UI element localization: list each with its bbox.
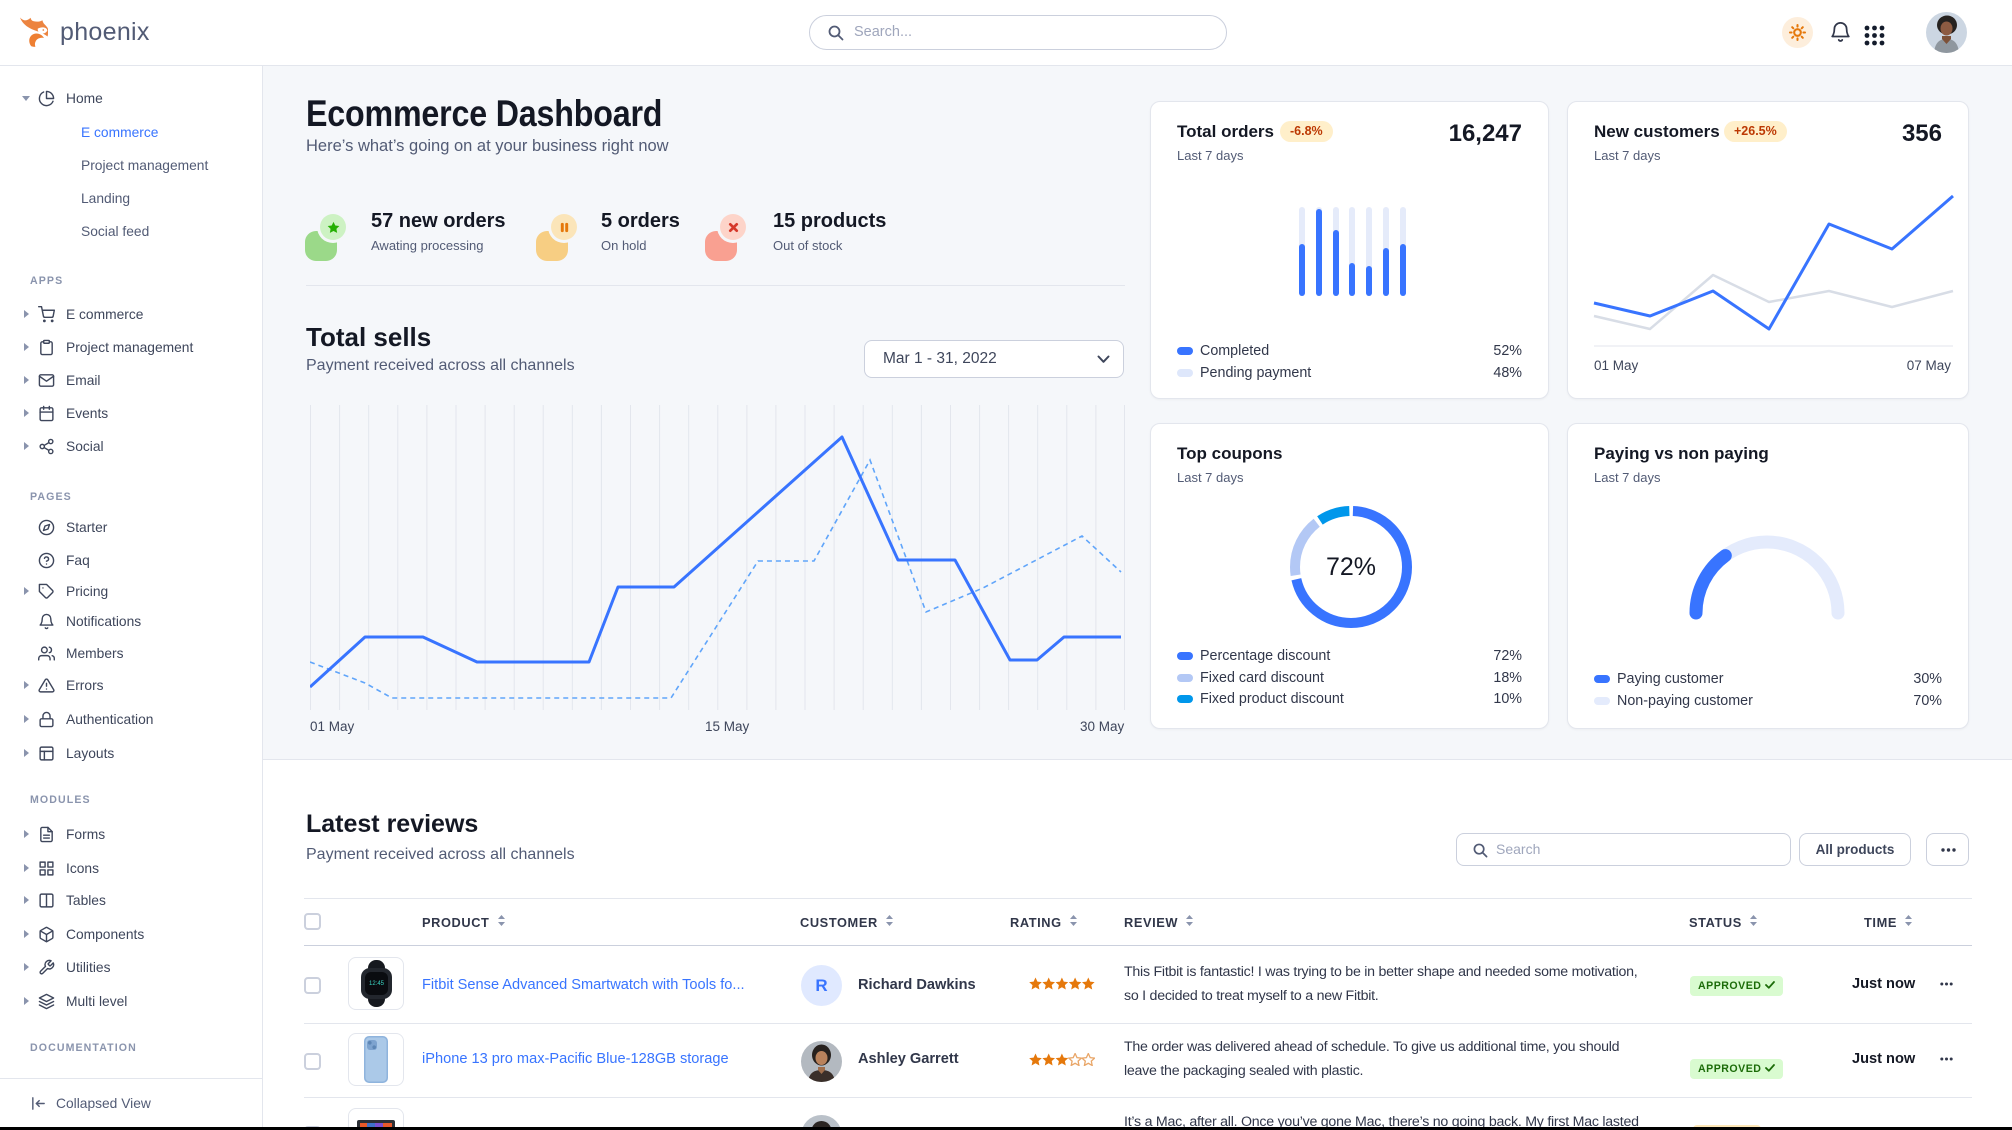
svg-text:12:45: 12:45: [369, 981, 385, 987]
